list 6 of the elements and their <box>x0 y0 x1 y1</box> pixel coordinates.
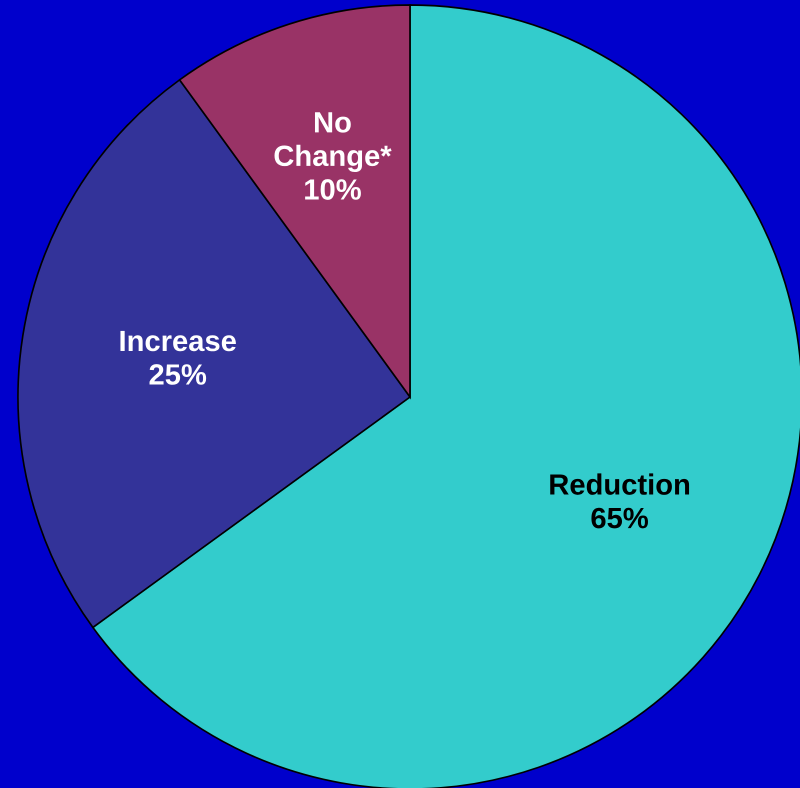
slice-label: Reduction <box>550 473 690 495</box>
data-label: 65% <box>591 508 648 528</box>
slice-label: No Change* <box>274 112 392 172</box>
slice-label: Increase <box>120 330 236 352</box>
data-label: 25% <box>150 364 206 385</box>
data-label: 10% <box>305 179 361 200</box>
